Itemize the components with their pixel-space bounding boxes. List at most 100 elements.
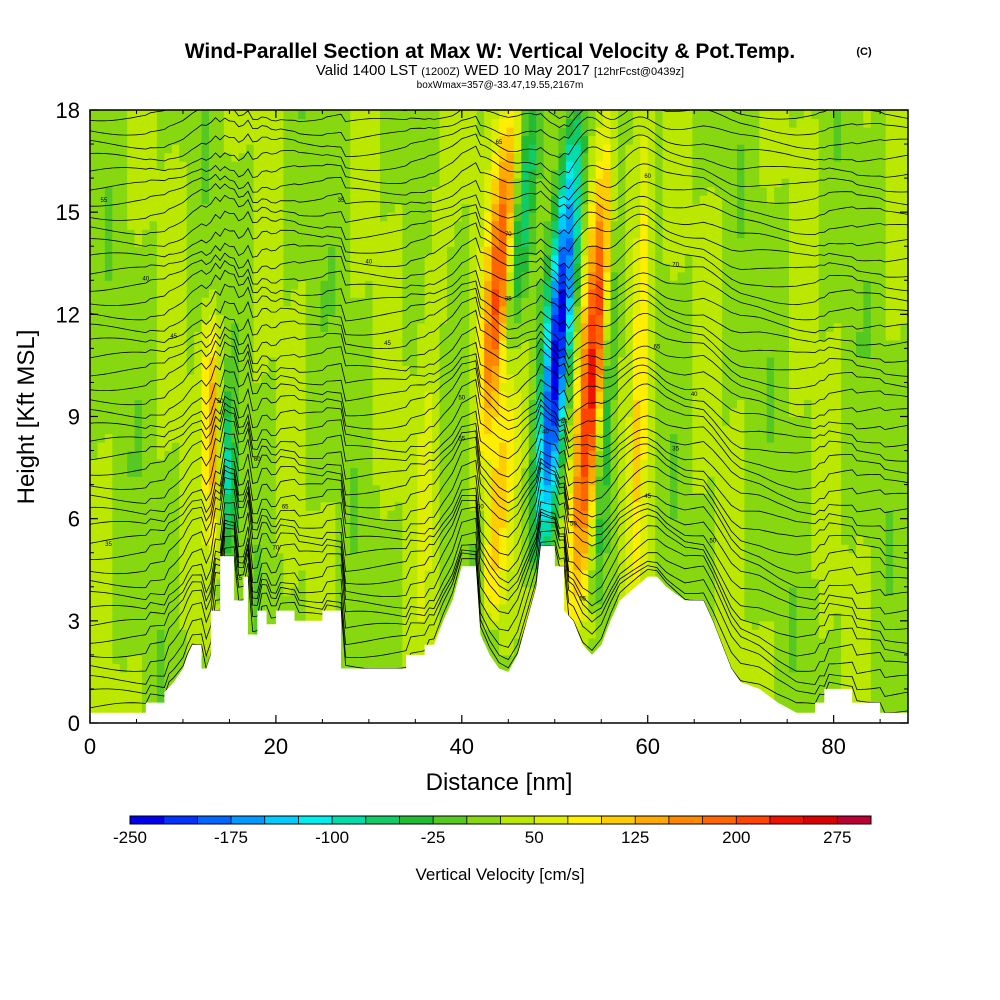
velocity-cell xyxy=(521,246,530,256)
velocity-cell xyxy=(97,305,106,315)
velocity-cell xyxy=(90,595,99,605)
velocity-cell xyxy=(134,433,143,443)
velocity-cell xyxy=(476,127,485,137)
velocity-cell xyxy=(90,697,99,707)
velocity-cell xyxy=(327,390,336,401)
velocity-cell xyxy=(156,390,165,401)
velocity-cell xyxy=(588,118,597,128)
velocity-cell xyxy=(305,544,314,554)
velocity-cell xyxy=(119,246,128,256)
velocity-cell xyxy=(104,518,113,528)
velocity-cell xyxy=(357,595,366,605)
velocity-cell xyxy=(595,586,604,596)
velocity-cell xyxy=(432,322,441,332)
velocity-cell xyxy=(499,305,508,315)
velocity-cell xyxy=(261,595,270,605)
velocity-cell xyxy=(142,527,151,537)
velocity-cell xyxy=(268,595,277,605)
velocity-cell xyxy=(134,705,143,716)
velocity-cell xyxy=(573,152,582,162)
velocity-cell xyxy=(506,186,515,196)
velocity-cell xyxy=(216,314,225,324)
velocity-cell xyxy=(424,195,433,205)
velocity-cell xyxy=(357,569,366,579)
velocity-cell xyxy=(149,484,158,494)
velocity-cell xyxy=(461,246,470,256)
velocity-cell xyxy=(491,178,500,188)
velocity-cell xyxy=(305,586,314,596)
velocity-cell xyxy=(484,186,493,196)
velocity-cell xyxy=(156,629,165,639)
velocity-cell xyxy=(394,416,403,426)
velocity-cell xyxy=(342,663,351,673)
velocity-cell xyxy=(149,305,158,315)
velocity-cell xyxy=(156,339,165,349)
velocity-cell xyxy=(402,110,411,120)
velocity-cell xyxy=(409,314,418,324)
velocity-cell xyxy=(580,535,589,545)
velocity-cell xyxy=(253,407,262,418)
velocity-cell xyxy=(342,484,351,494)
velocity-cell xyxy=(565,135,574,145)
velocity-cell xyxy=(528,527,537,537)
velocity-cell xyxy=(536,135,545,145)
velocity-cell xyxy=(171,127,180,137)
velocity-cell xyxy=(97,186,106,196)
velocity-cell xyxy=(298,152,307,162)
velocity-cell xyxy=(573,476,582,486)
velocity-cell xyxy=(350,578,359,588)
velocity-cell xyxy=(499,263,508,273)
velocity-cell xyxy=(513,552,522,562)
velocity-cell xyxy=(521,297,530,307)
velocity-cell xyxy=(149,595,158,605)
velocity-cell xyxy=(521,152,530,162)
velocity-cell xyxy=(365,127,374,137)
velocity-cell xyxy=(104,663,113,673)
velocity-cell xyxy=(402,552,411,562)
velocity-cell xyxy=(119,127,128,137)
velocity-cell xyxy=(298,161,307,171)
velocity-cell xyxy=(171,493,180,503)
velocity-cell xyxy=(112,390,121,401)
velocity-cell xyxy=(499,203,508,213)
velocity-cell xyxy=(417,229,426,239)
velocity-cell xyxy=(342,373,351,384)
velocity-cell xyxy=(528,178,537,188)
velocity-cell xyxy=(253,535,262,545)
velocity-cell xyxy=(313,254,322,264)
velocity-cell xyxy=(342,246,351,256)
velocity-cell xyxy=(580,620,589,630)
velocity-cell xyxy=(357,527,366,537)
velocity-cell xyxy=(469,484,478,494)
velocity-cell xyxy=(491,467,500,477)
velocity-cell xyxy=(491,578,500,588)
velocity-cell xyxy=(513,118,522,128)
velocity-cell xyxy=(536,161,545,171)
velocity-cell xyxy=(432,535,441,545)
velocity-cell xyxy=(588,110,597,120)
velocity-cell xyxy=(283,135,292,145)
velocity-cell xyxy=(387,254,396,264)
velocity-cell xyxy=(119,195,128,205)
velocity-cell xyxy=(275,127,284,137)
velocity-cell xyxy=(127,212,136,222)
velocity-cell xyxy=(246,144,255,154)
velocity-cell xyxy=(506,603,515,613)
velocity-cell xyxy=(461,288,470,298)
velocity-cell xyxy=(558,348,567,358)
velocity-cell xyxy=(149,271,158,281)
velocity-cell xyxy=(432,254,441,264)
velocity-cell xyxy=(313,382,322,392)
velocity-cell xyxy=(261,178,270,188)
velocity-cell xyxy=(119,203,128,213)
velocity-cell xyxy=(454,135,463,145)
velocity-cell xyxy=(335,322,344,332)
velocity-cell xyxy=(387,135,396,145)
velocity-cell xyxy=(134,118,143,128)
velocity-cell xyxy=(134,620,143,630)
velocity-cell xyxy=(238,254,247,264)
velocity-cell xyxy=(231,254,240,264)
velocity-cell xyxy=(558,484,567,494)
velocity-cell xyxy=(439,450,448,460)
velocity-cell xyxy=(491,348,500,358)
